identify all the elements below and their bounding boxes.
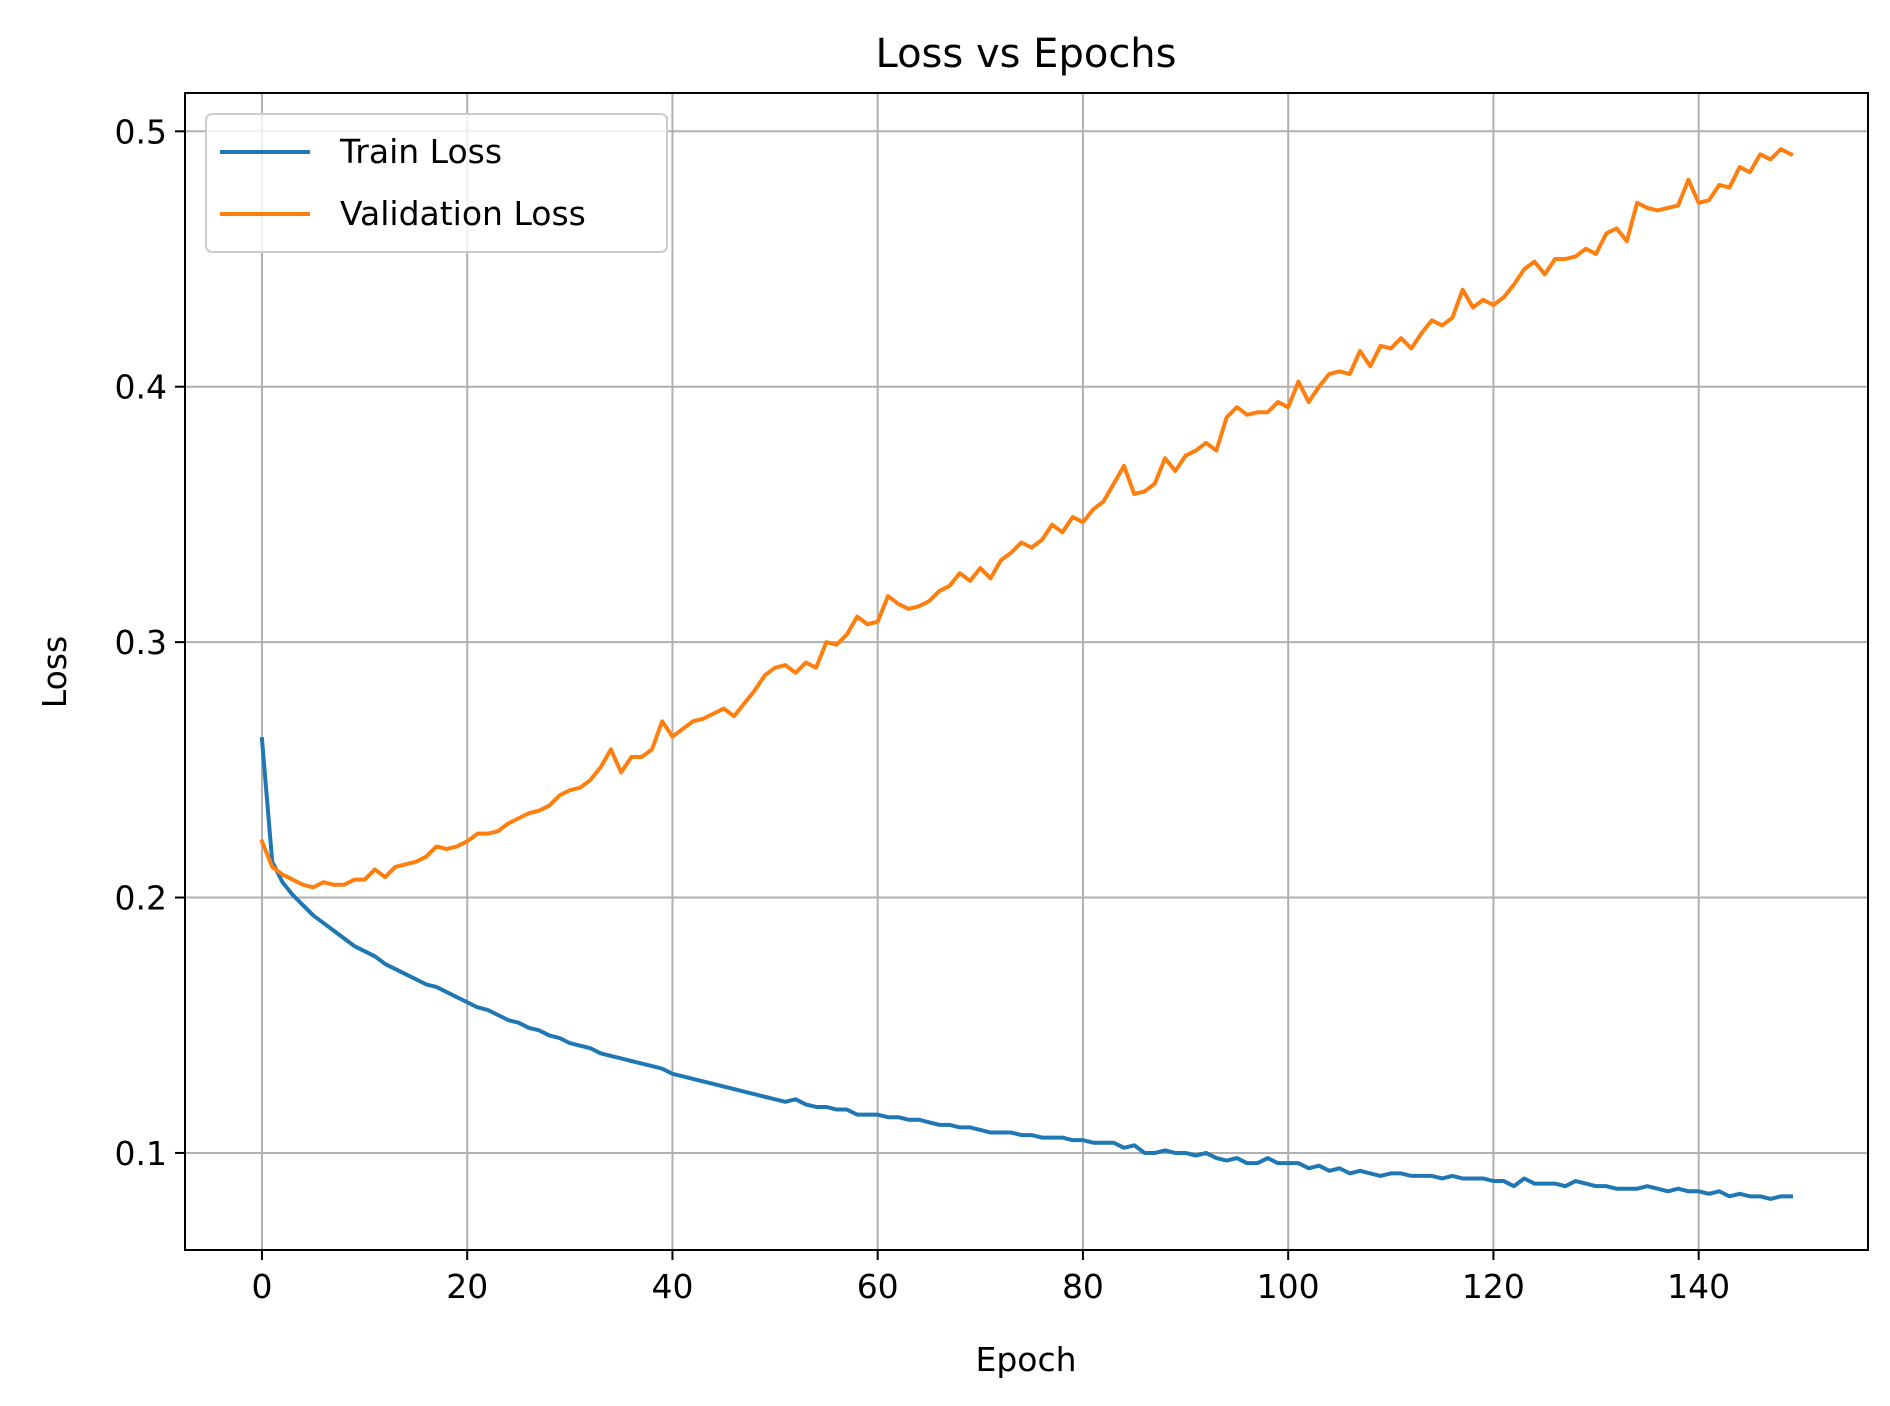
y-tick-label: 0.2 xyxy=(115,879,167,918)
x-tick-label: 0 xyxy=(251,1267,272,1306)
x-tick-label: 20 xyxy=(446,1267,488,1306)
y-axis-label: Loss xyxy=(35,636,74,708)
x-tick-label: 140 xyxy=(1667,1267,1730,1306)
series-lines xyxy=(259,147,1794,1201)
y-tick-label: 0.3 xyxy=(115,623,167,662)
y-tick-label: 0.4 xyxy=(115,368,167,407)
x-tick-label: 40 xyxy=(651,1267,693,1306)
series-line-validation-loss xyxy=(259,147,1794,890)
x-tick-label: 100 xyxy=(1257,1267,1320,1306)
legend-label-validation-loss: Validation Loss xyxy=(340,194,586,233)
chart-title: Loss vs Epochs xyxy=(876,31,1177,77)
y-axis-ticks: 0.1 0.2 0.3 0.4 0.5 xyxy=(115,112,185,1173)
x-tick-label: 60 xyxy=(857,1267,899,1306)
series-line-train-loss xyxy=(259,737,1794,1201)
legend-label-train-loss: Train Loss xyxy=(339,132,502,171)
plot-frame xyxy=(184,92,1869,1251)
y-tick-label: 0.5 xyxy=(115,112,167,151)
grid-lines xyxy=(185,93,1868,1250)
legend: Train Loss Validation Loss xyxy=(205,113,668,253)
x-tick-label: 120 xyxy=(1462,1267,1525,1306)
x-axis-ticks: 0 20 40 60 80 100 120 140 xyxy=(251,1250,1730,1306)
x-tick-label: 80 xyxy=(1062,1267,1104,1306)
x-axis-label: Epoch xyxy=(975,1340,1076,1379)
y-tick-label: 0.1 xyxy=(115,1134,167,1173)
legend-box xyxy=(205,113,668,253)
